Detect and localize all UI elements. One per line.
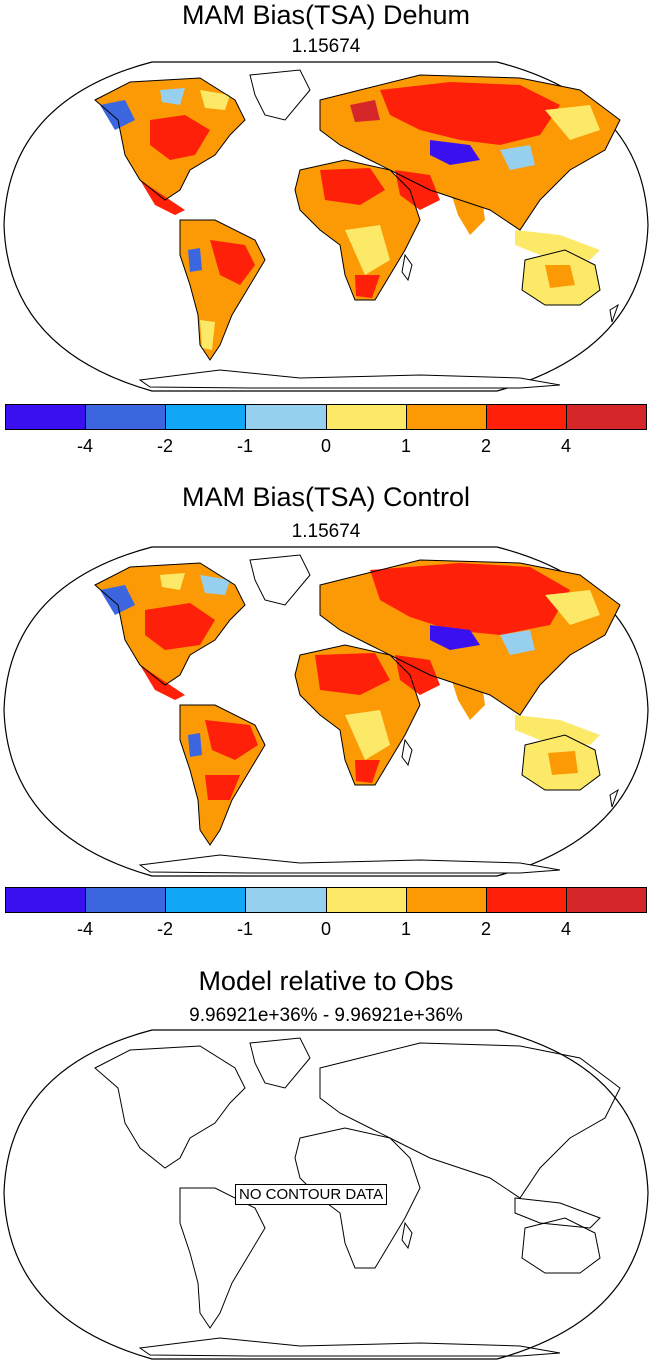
colorbar-swatch xyxy=(325,888,406,912)
colorbar-swatch xyxy=(485,405,566,429)
tick-label: -1 xyxy=(236,436,254,456)
colorbar-swatch xyxy=(85,405,166,429)
colorbar-swatch xyxy=(405,405,486,429)
tick-label: 0 xyxy=(320,919,332,939)
colorbar-swatch xyxy=(85,888,166,912)
colorbar-swatch xyxy=(485,888,566,912)
colorbar-swatch xyxy=(165,888,246,912)
tick-label: -4 xyxy=(76,436,94,456)
panel2-colorbar xyxy=(5,887,647,913)
panel2-subtitle: 1.15674 xyxy=(291,521,361,542)
land-bias-field xyxy=(95,555,620,874)
tick-label: 2 xyxy=(480,919,492,939)
panel2-title: MAM Bias(TSA) Control xyxy=(181,482,471,512)
coastlines xyxy=(94,554,621,846)
colorbar-swatch xyxy=(165,405,246,429)
panel1-map xyxy=(3,61,649,392)
tick-label: -1 xyxy=(236,919,254,939)
tick-label: -4 xyxy=(76,919,94,939)
tick-label: 4 xyxy=(560,436,572,456)
panel1-colorbar-ticks: -4 -2 -1 0 1 2 4 xyxy=(0,436,652,458)
no-contour-data-label: NO CONTOUR DATA xyxy=(235,1184,388,1205)
colorbar-swatch xyxy=(245,888,326,912)
panel1-title: MAM Bias(TSA) Dehum xyxy=(181,0,471,30)
colorbar-swatch xyxy=(245,405,326,429)
colorbar-swatch xyxy=(405,888,486,912)
colorbar-swatch xyxy=(6,405,86,429)
tick-label: -2 xyxy=(156,436,174,456)
tick-label: 0 xyxy=(320,436,332,456)
tick-label: 2 xyxy=(480,436,492,456)
panel1-colorbar xyxy=(5,404,647,430)
colorbar-swatch xyxy=(565,888,646,912)
panel3-title: Model relative to Obs xyxy=(198,966,454,996)
panel2-map xyxy=(3,546,649,877)
tick-label: 1 xyxy=(400,436,412,456)
tick-label: -2 xyxy=(156,919,174,939)
colorbar-swatch xyxy=(325,405,406,429)
coastlines xyxy=(94,69,621,361)
panel2-colorbar-ticks: -4 -2 -1 0 1 2 4 xyxy=(0,919,652,941)
tick-label: 1 xyxy=(400,919,412,939)
tick-label: 4 xyxy=(560,919,572,939)
colorbar-swatch xyxy=(6,888,86,912)
colorbar-swatch xyxy=(565,405,646,429)
panel3-subtitle: 9.96921e+36% - 9.96921e+36% xyxy=(189,1005,463,1026)
panel1-subtitle: 1.15674 xyxy=(291,36,361,57)
